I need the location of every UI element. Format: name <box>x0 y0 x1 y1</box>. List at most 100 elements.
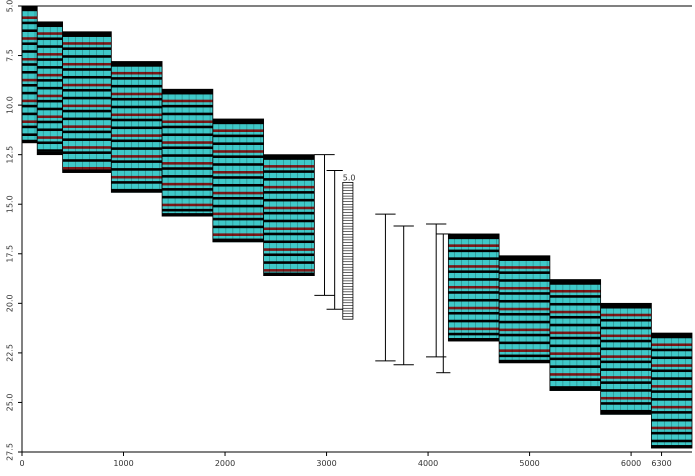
stripe <box>263 193 315 197</box>
stripe <box>212 178 264 182</box>
stripe <box>22 97 38 100</box>
stripe <box>212 152 264 156</box>
stripe <box>263 217 315 220</box>
stripe <box>62 52 112 56</box>
stripe <box>651 387 692 391</box>
stripe <box>22 120 38 124</box>
stripe <box>651 411 692 414</box>
stripe <box>263 266 315 270</box>
stripe <box>549 331 601 335</box>
stripe <box>549 287 601 291</box>
stripe <box>162 120 213 124</box>
stripe <box>600 360 652 364</box>
stripe <box>162 123 213 126</box>
stripe <box>162 195 213 199</box>
stripe <box>62 65 112 69</box>
stripe <box>212 230 264 234</box>
stripe <box>448 252 500 256</box>
stripe <box>549 289 601 293</box>
stripe <box>651 353 692 357</box>
stripe <box>22 115 38 119</box>
stripe <box>22 136 38 139</box>
stripe <box>263 235 315 239</box>
stripe <box>651 351 692 355</box>
stripe <box>212 121 264 125</box>
stripe <box>651 424 692 427</box>
stripe <box>37 58 63 62</box>
stripe <box>549 357 601 361</box>
stripe <box>499 279 550 283</box>
stripe <box>600 402 652 406</box>
stripe <box>162 136 213 139</box>
stripe <box>22 71 38 74</box>
stripe <box>22 128 38 132</box>
stripe <box>37 42 63 46</box>
stripe <box>549 334 601 338</box>
stripe <box>549 383 601 387</box>
stripe <box>162 141 213 145</box>
stripe <box>448 314 500 318</box>
stripe <box>111 129 163 133</box>
stripe <box>212 217 264 221</box>
y-tick-label: 27.5 <box>6 443 15 461</box>
stripe <box>162 154 213 158</box>
stripe <box>111 168 163 172</box>
stripe <box>111 118 163 122</box>
stripe <box>162 107 213 111</box>
stripe <box>499 310 550 314</box>
stripe <box>499 328 550 332</box>
bar-segment-left <box>161 88 214 217</box>
stripe <box>37 50 63 54</box>
stripe <box>37 136 63 140</box>
stripe <box>651 361 692 365</box>
stripe <box>549 323 601 327</box>
segment-top-cap <box>651 333 692 337</box>
stripe <box>37 144 63 147</box>
stripe <box>600 378 652 382</box>
stripe <box>651 379 692 383</box>
stripe <box>448 332 500 336</box>
stripe <box>37 73 63 77</box>
stripe <box>499 354 550 358</box>
stripe <box>600 394 652 398</box>
stripe <box>162 110 213 113</box>
stripe <box>22 81 38 85</box>
stripe <box>212 124 264 128</box>
stripe <box>448 285 500 289</box>
stripe <box>600 321 652 325</box>
stripe <box>448 278 500 282</box>
segment-bottom-cap <box>111 189 163 193</box>
stripe <box>549 341 601 345</box>
stripe <box>162 133 213 137</box>
stripe <box>162 99 213 103</box>
stripe <box>62 161 112 165</box>
segment-top-cap <box>263 154 315 158</box>
stripe <box>600 313 652 317</box>
stripe <box>37 86 63 90</box>
stripe <box>600 370 652 374</box>
stripe <box>263 191 315 194</box>
stripe <box>549 310 601 314</box>
stripe <box>651 372 692 375</box>
stripe <box>62 62 112 66</box>
stripe <box>37 47 63 51</box>
stripe <box>22 78 38 82</box>
stripe <box>549 367 601 371</box>
segment-bottom-cap <box>22 139 38 143</box>
stripe <box>22 39 38 43</box>
stripe <box>499 292 550 296</box>
stripe <box>37 32 63 36</box>
stripe <box>162 190 213 194</box>
stripe <box>212 139 264 143</box>
stripe <box>600 352 652 356</box>
stripe <box>37 118 63 121</box>
stripe <box>111 92 163 96</box>
stripe <box>549 380 601 384</box>
stripe <box>651 340 692 344</box>
stripe <box>263 222 315 226</box>
stripe <box>448 324 500 328</box>
stripe <box>22 50 38 54</box>
stripe <box>37 37 63 41</box>
stripe <box>37 84 63 88</box>
